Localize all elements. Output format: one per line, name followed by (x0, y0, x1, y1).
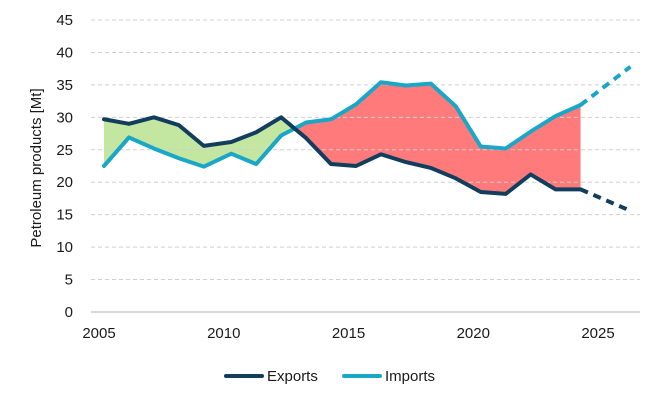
x-tick-label: 2015 (332, 325, 365, 342)
exports-projection-line (579, 187, 632, 213)
y-tick-label: 20 (56, 174, 73, 191)
imports-projection-line (579, 65, 632, 107)
y-tick-label: 15 (56, 207, 73, 224)
y-tick-label: 0 (65, 304, 73, 321)
surplus-area (104, 117, 295, 167)
y-axis-label: Petroleum products [Mt] (28, 88, 45, 247)
x-tick-label: 2010 (207, 325, 240, 342)
series-lines (102, 65, 632, 213)
y-tick-label: 35 (56, 77, 73, 94)
deficit-area (294, 82, 581, 194)
y-tick-label: 5 (65, 272, 73, 289)
y-tick-label: 40 (56, 44, 73, 61)
legend-label-exports: Exports (267, 368, 318, 385)
y-tick-label: 30 (56, 109, 73, 126)
exports-line (102, 115, 583, 196)
area-fills (104, 82, 581, 194)
y-tick-label: 10 (56, 239, 73, 256)
legend: Exports Imports (224, 368, 435, 385)
gridlines (91, 19, 640, 313)
y-tick-labels: 0 5 10 15 20 25 30 35 40 45 (56, 12, 73, 321)
x-tick-label: 2025 (581, 325, 614, 342)
y-tick-label: 45 (56, 12, 73, 29)
legend-label-imports: Imports (385, 368, 435, 385)
imports-line (102, 80, 583, 169)
x-tick-labels: 2005 2010 2015 2020 2025 (82, 325, 614, 342)
y-tick-label: 25 (56, 142, 73, 159)
x-tick-label: 2005 (82, 325, 115, 342)
x-tick-label: 2020 (457, 325, 490, 342)
